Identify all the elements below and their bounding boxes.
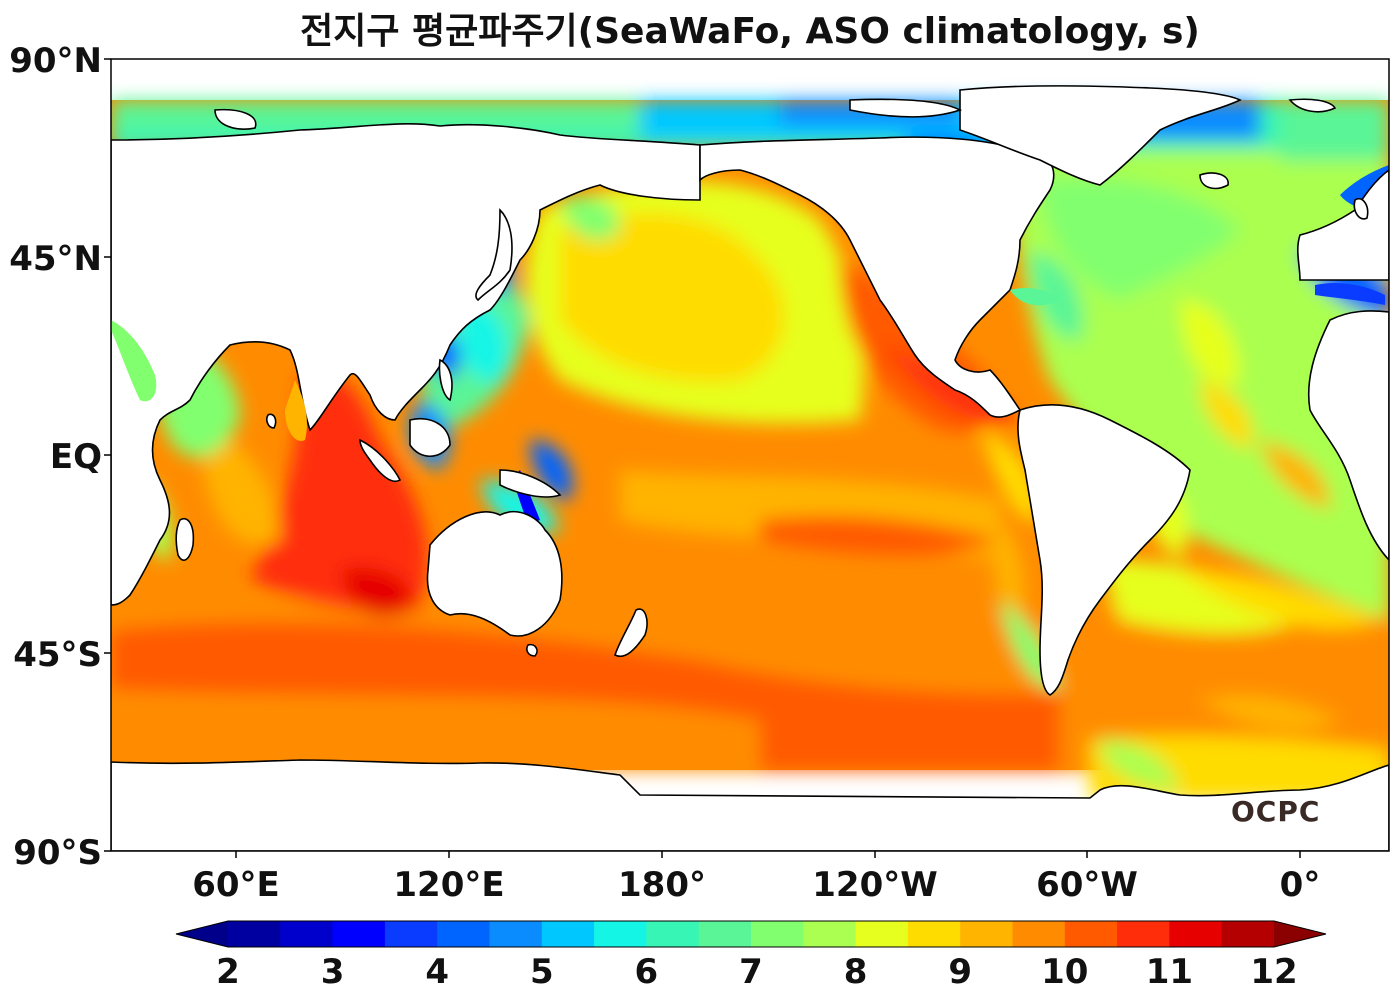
colorbar-extend-low (176, 921, 228, 947)
lat-label-90n: 90°N (9, 41, 102, 81)
colorbar-tick-label: 12 (1250, 952, 1298, 992)
land-masses (111, 85, 1389, 851)
landmass-new-guinea (499, 469, 562, 498)
colorbar-tick-label: 11 (1145, 952, 1194, 992)
colorbar-outline (175, 920, 1327, 948)
colorbar (175, 920, 1327, 948)
landmass-eurasia-africa (111, 123, 701, 606)
landmass-iceland (1199, 172, 1229, 190)
landmass-arctic-islands (849, 98, 963, 118)
colorbar-extend-high (1274, 921, 1326, 947)
landmass-africa-right (1307, 310, 1389, 562)
colorbar-swatch (646, 921, 700, 947)
colorbar-swatch (960, 921, 1014, 947)
colorbar-tick-label: 10 (1041, 952, 1089, 992)
landmass-south-america (1017, 404, 1191, 696)
lat-label-90s: 90°S (13, 833, 102, 873)
colorbar-swatch (1064, 921, 1118, 947)
lat-label-45n: 45°N (9, 239, 102, 279)
lon-label-180: 180° (618, 865, 706, 905)
colorbar-swatch (698, 921, 752, 947)
lat-label-45s: 45°S (13, 635, 102, 675)
axis-ticks (104, 58, 1301, 858)
map-title: 전지구 평균파주기(SeaWaFo, ASO climatology, s) (300, 11, 1200, 52)
colorbar-swatch (437, 921, 491, 947)
lon-label-60e: 60°E (192, 865, 280, 905)
colorbar-swatch (594, 921, 647, 947)
colorbar-swatch (541, 921, 595, 947)
landmass-greenland (959, 85, 1242, 186)
colorbar-swatch (751, 921, 804, 947)
colorbar-tick-label: 6 (634, 952, 659, 992)
colorbar-tick-label: 9 (948, 952, 973, 992)
lon-label-60w: 60°W (1036, 865, 1138, 905)
landmass-new-zealand (614, 608, 648, 657)
colorbar-swatch (803, 921, 857, 947)
colorbar-tick-label: 7 (739, 952, 763, 992)
lon-label-120e: 120°E (393, 865, 505, 905)
colorbar-swatch (384, 921, 438, 947)
colorbar-swatch (332, 921, 386, 947)
colorbar-swatch (1221, 921, 1275, 947)
colorbar-tick-label: 8 (843, 952, 868, 992)
landmass-borneo (409, 418, 451, 458)
landmass-sumatra (359, 438, 402, 482)
landmass-tasmania (526, 643, 538, 657)
colorbar-swatch (1117, 921, 1170, 947)
landmass-philippines (438, 358, 453, 402)
lat-label-eq: EQ (49, 437, 102, 477)
colorbar-swatch (228, 921, 281, 947)
landmass-madagascar (175, 518, 195, 561)
landmass-novaya-zemlya (214, 108, 257, 130)
landmass-australia (426, 510, 563, 637)
colorbar-swatch (907, 921, 961, 947)
colorbar-tick-label: 2 (216, 952, 240, 992)
ocpc-logo: OCPC (1231, 795, 1321, 828)
colorbar-tick-label: 3 (320, 952, 345, 992)
colorbar-swatch (489, 921, 543, 947)
colorbar-tick-label: 5 (529, 952, 554, 992)
landmass-uk (1353, 198, 1369, 220)
colorbar-swatch (1169, 921, 1223, 947)
landmass-svalbard (1288, 98, 1337, 113)
colorbar-tick-label: 4 (425, 952, 450, 992)
landmass-antarctica (111, 759, 1389, 851)
lon-label-120w: 120°W (812, 865, 938, 905)
colorbar-swatch (1012, 921, 1066, 947)
landmass-europe (1297, 169, 1389, 281)
lon-label-0: 0° (1279, 865, 1321, 905)
landmass-japan (475, 208, 513, 302)
colorbar-swatch (280, 921, 334, 947)
colorbar-swatch (855, 921, 909, 947)
